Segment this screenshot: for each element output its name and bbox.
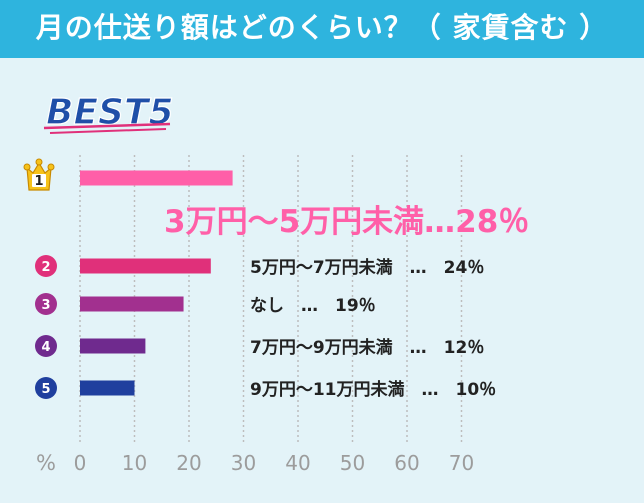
bar-label: 9万円〜11万円未満 … 10％ xyxy=(250,379,496,400)
crown-icon: 1 xyxy=(23,158,55,191)
bar-label: 3万円〜5万円未満…28％ xyxy=(164,204,529,240)
rank-number: 3 xyxy=(41,298,50,313)
rank-number: 5 xyxy=(41,382,50,397)
title-banner: 月の仕送り額はどのくらい？（ 家賃含む ） xyxy=(0,0,644,58)
page-title: 月の仕送り額はどのくらい？（ 家賃含む ） xyxy=(35,11,609,44)
bars xyxy=(80,170,233,396)
best5-badge: BEST5 xyxy=(43,91,174,134)
bar-labels: 3万円〜5万円未満…28％ 5万円〜7万円未満 … 24％ なし … 19％ 7万円〜… xyxy=(164,204,529,400)
x-tick-label: 10 xyxy=(122,451,147,475)
x-tick-label: 30 xyxy=(231,451,256,475)
rank-badge xyxy=(35,293,57,315)
bar-label: 7万円〜9万円未満 … 12％ xyxy=(250,337,484,358)
rank-number: 1 xyxy=(34,174,43,189)
x-tick-label: 70 xyxy=(449,451,474,475)
bar-label: なし … 19％ xyxy=(250,296,376,316)
x-ticks: 0 10 20 30 40 50 60 70 xyxy=(74,451,475,475)
rank-badge xyxy=(35,255,57,277)
x-tick-label: 60 xyxy=(394,451,419,475)
x-tick-label: 50 xyxy=(340,451,365,475)
bar xyxy=(80,258,211,274)
bar xyxy=(80,338,146,354)
x-tick-label: 20 xyxy=(176,451,201,475)
chart-panel xyxy=(0,58,644,503)
bar xyxy=(80,380,135,396)
rank-number: 2 xyxy=(41,260,50,275)
badge-underline-2 xyxy=(49,128,167,134)
x-axis-label: % xyxy=(36,451,56,475)
rank-badge xyxy=(35,335,57,357)
ranks: 1 2 3 4 5 xyxy=(23,158,57,399)
rank-badge xyxy=(35,377,57,399)
x-tick-label: 0 xyxy=(74,451,87,475)
bar xyxy=(80,170,233,186)
bar xyxy=(80,296,184,312)
bar-label: 5万円〜7万円未満 … 24％ xyxy=(250,257,484,278)
rank-number: 4 xyxy=(41,340,50,355)
grid xyxy=(79,155,463,445)
x-tick-label: 40 xyxy=(285,451,310,475)
badge-underline xyxy=(43,122,171,130)
